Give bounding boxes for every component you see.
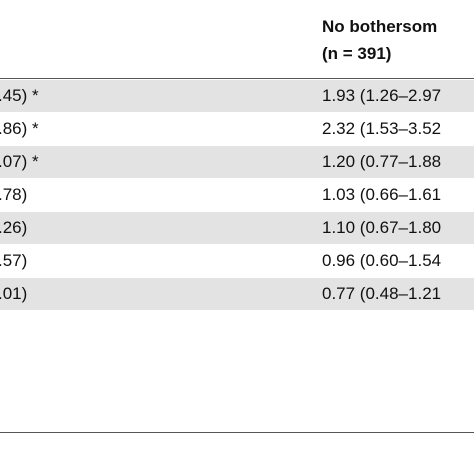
table-cell: .45) * <box>0 86 39 105</box>
table-cell: .07) * <box>0 152 39 171</box>
table-cell: 0.77 (0.48–1.21 <box>322 284 442 303</box>
table-row: .45) * 1.93 (1.26–2.97 <box>0 79 474 112</box>
table-row: .86) * 2.32 (1.53–3.52 <box>0 112 474 145</box>
table-cell: .01) <box>0 284 28 303</box>
table-cell: .26) <box>0 218 28 237</box>
table-cell: .57) <box>0 251 28 270</box>
table-row: .26) 1.10 (0.67–1.80 <box>0 211 474 244</box>
table-cell: 1.03 (0.66–1.61 <box>322 185 442 204</box>
column-header: No bothersom <box>322 17 438 36</box>
table-cell: 1.20 (0.77–1.88 <box>322 152 442 171</box>
table-row: .01) 0.77 (0.48–1.21 <box>0 277 474 310</box>
table-row: .07) * 1.20 (0.77–1.88 <box>0 145 474 178</box>
column-header: (n = 391) <box>322 44 392 63</box>
table-cell: 1.93 (1.26–2.97 <box>322 86 442 105</box>
table-cell: 1.10 (0.67–1.80 <box>322 218 442 237</box>
table-row: .57) 0.96 (0.60–1.54 <box>0 244 474 277</box>
table-cell: 2.32 (1.53–3.52 <box>322 119 442 138</box>
header-rule <box>0 78 474 79</box>
table-cell: .78) <box>0 185 28 204</box>
table-row: .78) 1.03 (0.66–1.61 <box>0 178 474 211</box>
bottom-rule <box>0 432 474 433</box>
table-cell: 0.96 (0.60–1.54 <box>322 251 442 270</box>
table-cell: .86) * <box>0 119 39 138</box>
